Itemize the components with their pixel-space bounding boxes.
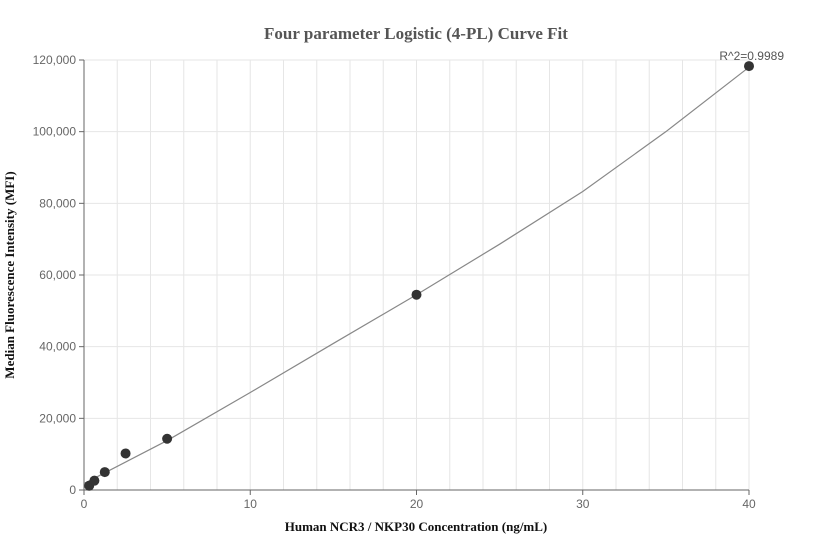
y-tick-label: 80,000 xyxy=(39,196,76,210)
data-point xyxy=(162,433,173,444)
x-tick-label: 0 xyxy=(81,497,88,511)
y-tick-label: 60,000 xyxy=(39,268,76,282)
data-point xyxy=(120,448,131,459)
r-squared-annotation: R^2=0.9989 xyxy=(719,49,784,63)
x-axis-title: Human NCR3 / NKP30 Concentration (ng/mL) xyxy=(285,519,548,534)
tick-labels: 0 20,000 40,000 60,000 80,000 100,000 120,000 0… xyxy=(33,53,756,511)
x-tick-label: 30 xyxy=(576,497,590,511)
x-tick-label: 40 xyxy=(742,497,756,511)
x-tick-label: 10 xyxy=(244,497,258,511)
y-tick-label: 40,000 xyxy=(39,340,76,354)
y-tick-label: 120,000 xyxy=(33,53,77,67)
data-point xyxy=(89,475,100,486)
data-point xyxy=(411,289,422,300)
y-tick-label: 100,000 xyxy=(33,125,77,139)
chart-title: Four parameter Logistic (4-PL) Curve Fit xyxy=(264,24,568,43)
x-tick-label: 20 xyxy=(410,497,424,511)
axes xyxy=(79,59,750,495)
data-points xyxy=(84,61,754,491)
grid xyxy=(83,59,750,490)
data-point xyxy=(99,467,110,478)
y-tick-label: 0 xyxy=(69,483,76,497)
data-point xyxy=(744,61,754,72)
y-axis-title: Median Fluorescence Intensity (MFI) xyxy=(2,171,17,378)
y-tick-label: 20,000 xyxy=(39,411,76,425)
